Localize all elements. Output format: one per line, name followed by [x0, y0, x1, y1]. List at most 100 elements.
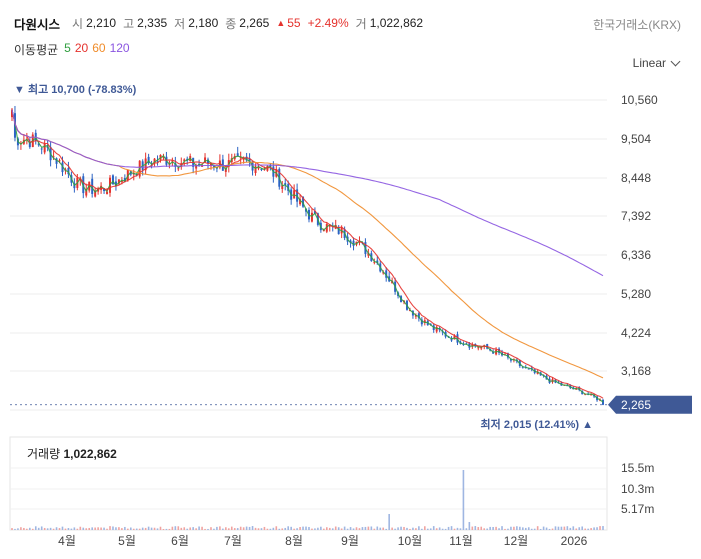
candle-body — [509, 358, 512, 361]
candle-body — [257, 166, 260, 169]
volume-bar — [195, 528, 197, 530]
candle-body — [444, 331, 447, 337]
stock-name: 다원시스 — [14, 17, 61, 32]
candle-body — [370, 253, 373, 261]
candle-body — [498, 348, 501, 353]
candle-body — [73, 183, 76, 189]
candle-body — [58, 160, 61, 162]
candle-body — [183, 159, 186, 162]
volume-bar — [542, 526, 545, 530]
candle-body — [16, 138, 19, 146]
volume-bar — [227, 528, 230, 530]
volume-bar — [314, 528, 316, 530]
ma-legend-60[interactable]: 60 — [92, 41, 106, 55]
close-value: 2,265 — [239, 16, 270, 30]
scale-dropdown[interactable]: Linear — [632, 56, 681, 70]
volume-bar — [213, 528, 215, 530]
volume-bar — [575, 528, 578, 530]
volume-bar — [522, 527, 524, 530]
volume-bar — [147, 526, 150, 530]
candle-body — [88, 181, 91, 191]
volume-bar — [424, 526, 426, 530]
volume-bar — [477, 527, 480, 530]
volume-bar — [284, 527, 287, 530]
volume-bar — [530, 528, 533, 530]
volume-bar — [320, 526, 322, 530]
ma-legend-20[interactable]: 20 — [74, 41, 89, 55]
candle-body — [159, 154, 162, 160]
scale-label: Linear — [632, 56, 666, 70]
candle-body — [462, 344, 465, 346]
x-tick-label: 11월 — [449, 534, 473, 548]
low-marker-label: 최저 2,015 (12.41%) ▲ — [481, 417, 593, 431]
volume-bar — [156, 528, 159, 530]
volume-bar — [584, 528, 586, 530]
candle-body — [174, 163, 177, 167]
candle-body — [506, 353, 509, 358]
volume-bar — [230, 526, 233, 530]
candle-body — [22, 139, 25, 144]
ma-legend-5[interactable]: 5 — [64, 41, 71, 55]
volume-bar — [453, 528, 456, 530]
high-marker-label: ▼ 최고 10,700 (-78.83%) — [14, 82, 137, 96]
candle-body — [420, 319, 423, 325]
volume-bar — [569, 527, 572, 530]
volume-bar — [26, 528, 28, 530]
volume-bar — [207, 528, 209, 530]
candle-body — [290, 189, 293, 200]
candle-body — [43, 143, 46, 153]
candle-body — [11, 109, 13, 118]
volume-bar — [447, 526, 450, 530]
volume-bar — [323, 528, 325, 530]
candle-body — [578, 387, 581, 390]
candle-body — [521, 366, 524, 368]
volume-bar — [533, 528, 536, 530]
candle-body — [405, 300, 408, 310]
candle-body — [287, 184, 290, 191]
candle-body — [548, 378, 551, 383]
volume-bar — [331, 528, 334, 530]
volume-bar — [17, 528, 19, 530]
volume-bar — [103, 527, 105, 530]
candle-body — [599, 399, 602, 401]
volume-bar — [412, 527, 414, 530]
moving-averages — [11, 109, 604, 403]
ma-legend-120[interactable]: 120 — [109, 41, 130, 55]
volume-bar — [418, 526, 420, 530]
volume-bar — [233, 528, 236, 530]
candle-body — [596, 396, 599, 401]
volume-short-label: 거 — [355, 16, 367, 31]
volume-bar — [37, 527, 40, 530]
volume-bar — [444, 528, 447, 530]
candle-body — [266, 165, 269, 171]
candle-body — [70, 175, 73, 183]
candle-body — [388, 276, 391, 282]
volume-bar — [43, 527, 46, 530]
low-label: 저 — [174, 16, 186, 31]
candle-body — [527, 368, 530, 370]
volume-bar — [311, 528, 313, 530]
candle-body — [215, 167, 218, 169]
volume-bar — [415, 528, 417, 530]
volume-bar — [118, 527, 120, 530]
candle-body — [423, 320, 426, 324]
candle-body — [150, 164, 153, 166]
volume-bar — [394, 528, 396, 530]
candle-body — [310, 212, 313, 222]
volume-bar — [349, 527, 352, 530]
candle-body — [224, 168, 227, 172]
candle-body — [302, 196, 305, 207]
volume-bar — [510, 526, 512, 530]
candle-body — [581, 390, 584, 395]
volume-bar — [385, 528, 388, 530]
volume-bar — [486, 528, 488, 530]
candle-body — [126, 169, 129, 181]
volume-bar — [421, 528, 423, 530]
candle-body — [563, 384, 566, 386]
candle-body — [275, 169, 278, 177]
ma-line-120 — [11, 109, 604, 277]
volume-bar — [76, 528, 79, 530]
volume-bar — [40, 526, 43, 530]
candle-body — [512, 359, 515, 361]
